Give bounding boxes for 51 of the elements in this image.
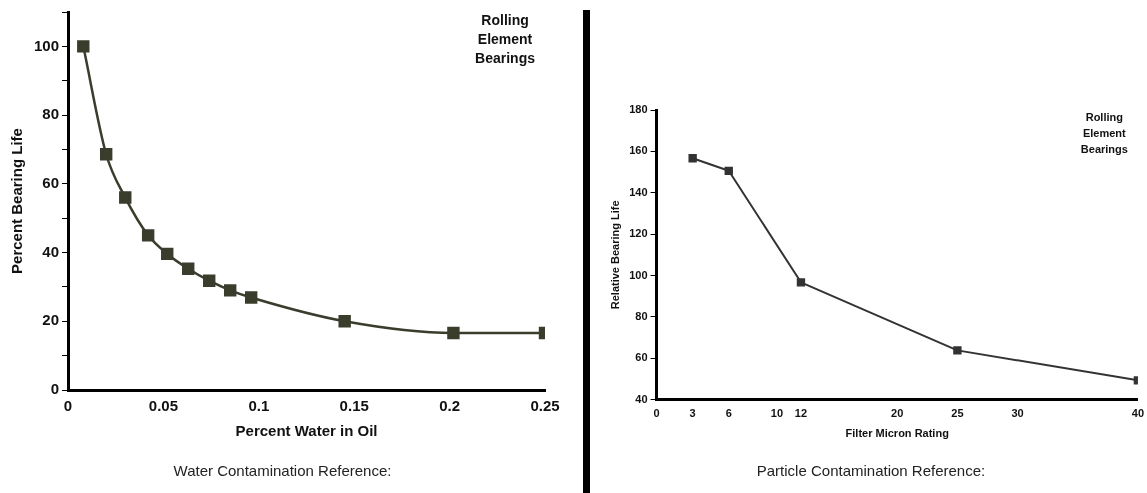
y-tick-label: 120 [629,227,648,240]
y-tick-label: 80 [42,105,60,123]
point [119,191,132,204]
x-tick-label: 25 [951,407,964,420]
y-tick-label: 0 [50,380,60,398]
y-tick-label: 80 [635,309,648,322]
x-tick-label: 20 [891,407,904,420]
y-tick-label: 100 [629,268,648,281]
point [99,148,113,161]
x-tick-label: 0.15 [339,397,369,415]
x-tick-label: 0.25 [530,397,560,415]
x-tick-label: 0.1 [248,397,270,415]
x-tick-label: 0.05 [148,397,179,415]
x-tick-label: 30 [1011,407,1024,420]
point [224,284,237,297]
x-tick-label: 3 [689,407,696,420]
point [724,166,733,175]
annotation: Rolling Element Bearings [475,11,536,66]
x-tick-label: 10 [770,407,784,420]
y-tick-label: 180 [629,103,648,116]
annotation: Rolling Element Bearings [1080,110,1128,155]
point [953,346,962,355]
text: Water Contamination Reference: [172,462,393,479]
x-tick-label: 0 [653,407,660,420]
x-tick-label: 0.2 [439,397,461,415]
point [688,154,697,163]
y-tick-label: 100 [34,36,60,54]
y-tick-label: 40 [42,242,60,260]
point [447,326,460,340]
point [141,229,155,242]
point [182,262,195,275]
y-axis-title: Percent Bearing Life [8,128,26,274]
y-tick-label: 60 [635,351,648,364]
point [77,40,90,53]
y-axis-title: Relative Bearing Life [608,200,621,310]
point [796,278,806,287]
y-tick-label: 60 [42,173,60,191]
x-tick-label: 6 [725,407,732,420]
x-tick-label: 0 [63,397,73,415]
x-axis-title: Filter Micron Rating [845,427,949,440]
y-tick-label: 160 [629,144,648,157]
x-tick-label: 40 [1131,407,1145,420]
y-tick-label: 140 [629,185,648,198]
point [338,315,351,328]
point [161,247,174,261]
point [203,274,216,287]
x-axis-title: Percent Water in Oil [235,422,378,440]
text: Particle Contamination Reference: [755,462,987,479]
y-tick-label: 20 [42,311,60,329]
x-tick-label: 12 [794,407,808,420]
point [244,291,258,304]
